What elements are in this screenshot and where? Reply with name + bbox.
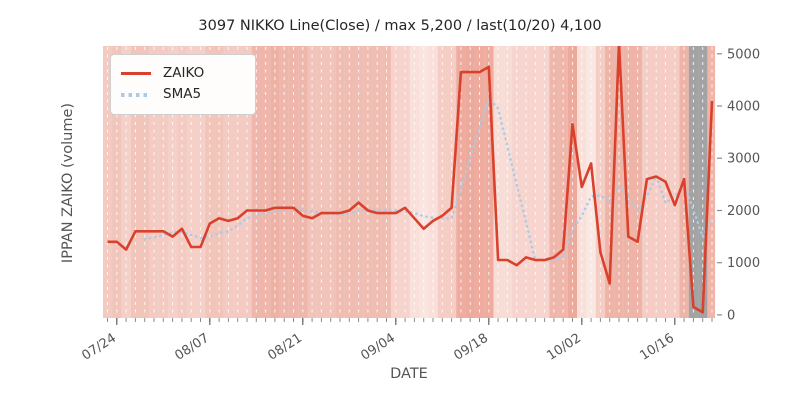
x-tick-label: 08/21: [265, 331, 305, 364]
sma5-line-swatch: [121, 92, 151, 97]
y-tick-label: 4000: [727, 100, 760, 115]
x-tick-label: 10/16: [637, 331, 677, 364]
y-tick-label: 0: [727, 308, 735, 323]
chart-title: 3097 NIKKO Line(Close) / max 5,200 / las…: [198, 18, 602, 34]
legend-item-sma5: SMA5: [121, 84, 245, 105]
zaiko-line: [107, 46, 714, 314]
day-band: [707, 46, 716, 318]
x-axis-label: DATE: [390, 366, 428, 382]
legend-item-zaiko: ZAIKO: [121, 63, 245, 84]
y-tick-label: 5000: [727, 47, 760, 62]
x-tick-label: 09/04: [358, 331, 398, 364]
legend-label-sma5: SMA5: [163, 86, 202, 102]
y-tick-label: 1000: [727, 256, 760, 271]
y-tick-label: 2000: [727, 204, 760, 219]
y-tick-label: 3000: [727, 152, 760, 167]
zaiko-line-swatch: [121, 72, 151, 75]
legend-label-zaiko: ZAIKO: [163, 65, 205, 81]
legend: ZAIKO SMA5: [110, 54, 256, 115]
x-tick-label: 07/24: [79, 331, 119, 364]
x-tick-label: 08/07: [172, 331, 212, 364]
x-tick-label: 10/02: [544, 331, 584, 364]
x-tick-label: 09/18: [451, 331, 491, 364]
y-axis-label: IPPAN ZAIKO (volume): [60, 102, 76, 264]
